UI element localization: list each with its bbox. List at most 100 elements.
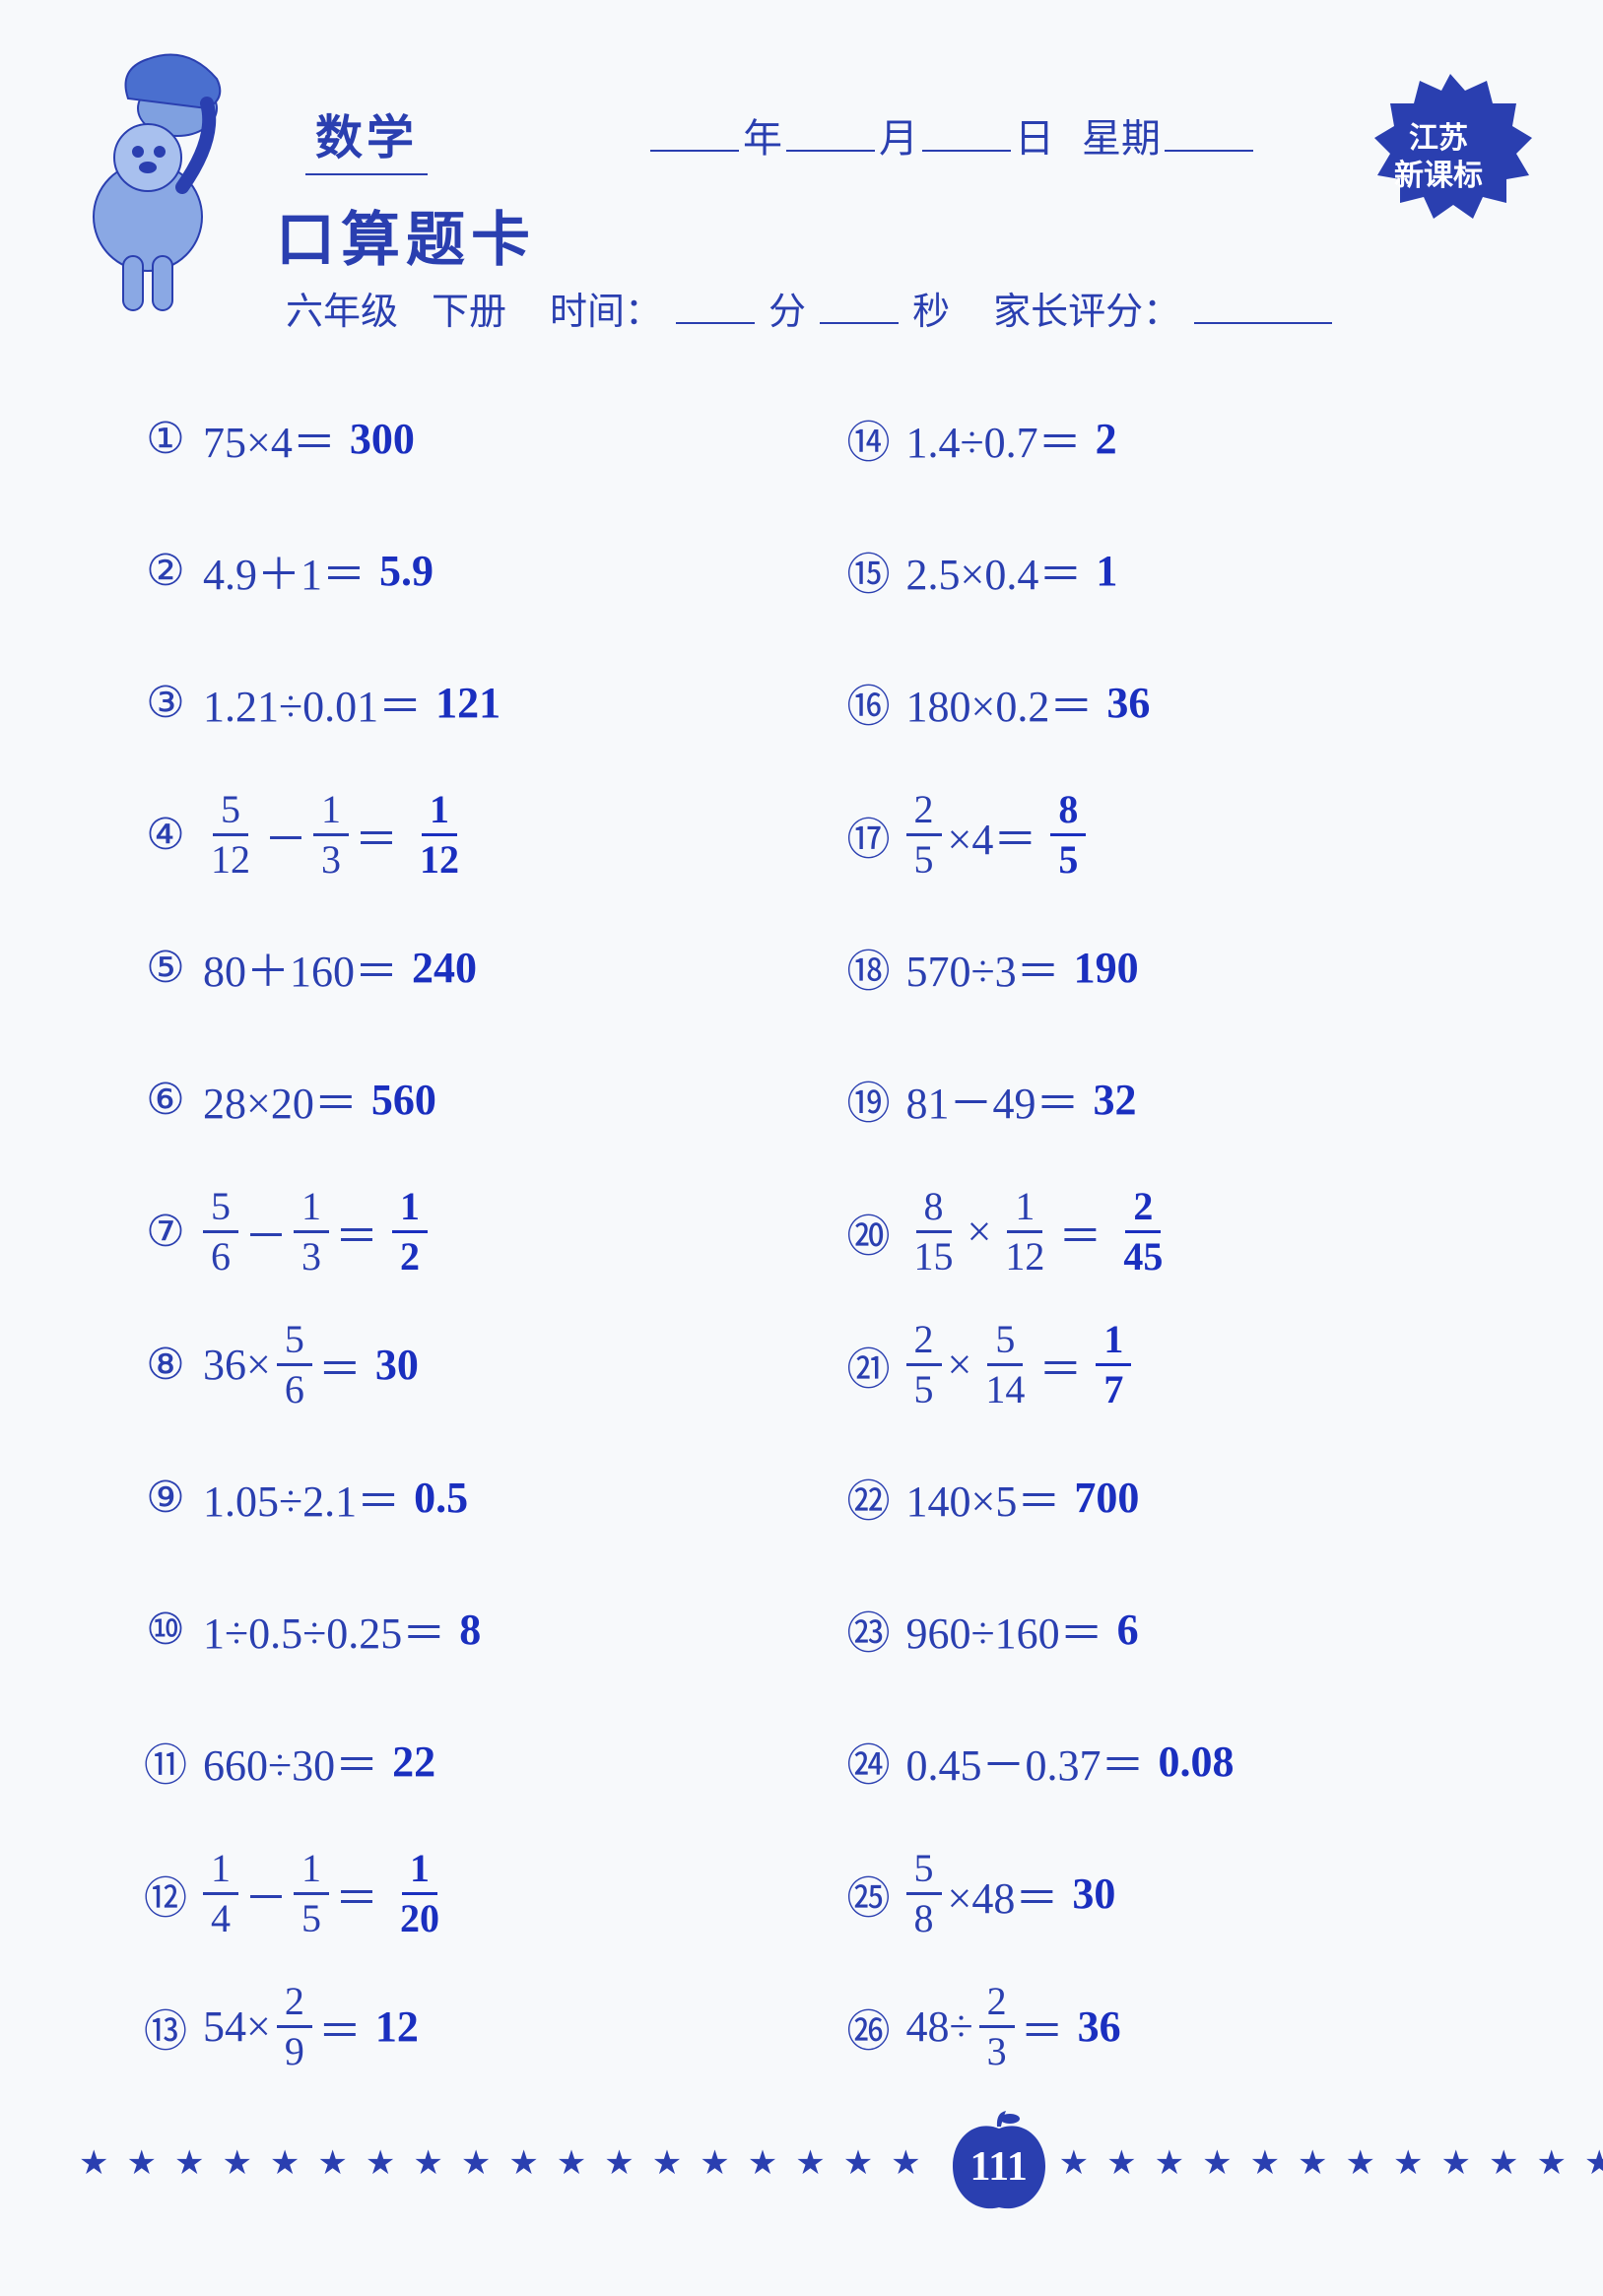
parent-score-blank[interactable] xyxy=(1194,287,1332,324)
problem-number: ㉖ xyxy=(841,1996,897,2059)
problem-expression: 1÷0.5÷0.25＝8 xyxy=(203,1598,481,1661)
problem-expression: 0.45－0.37＝0.08 xyxy=(906,1730,1235,1793)
problem-23: ㉓ 960÷160＝6 xyxy=(841,1585,1466,1673)
weekday-blank[interactable] xyxy=(1165,112,1253,152)
stars-left: ★★★★★★★★★★★★★★★★★★ xyxy=(79,2143,939,2183)
problem-3: ③ 1.21÷0.01＝121 xyxy=(138,658,763,747)
problem-number: ⑲ xyxy=(841,1068,897,1131)
problem-number: ⑱ xyxy=(841,936,897,999)
subject-label: 数学 xyxy=(305,98,428,175)
page-number: 111 xyxy=(969,2143,1027,2191)
grade-label: 六年级 xyxy=(286,281,398,335)
problem-number: ⑰ xyxy=(841,804,897,867)
problem-expression: 2.5×0.4＝1 xyxy=(906,539,1118,602)
problem-number: ⑯ xyxy=(841,671,897,734)
problem-number: ㉔ xyxy=(841,1730,897,1793)
badge-text: 江苏 新课标 xyxy=(1384,120,1493,195)
problem-9: ⑨ 1.05÷2.1＝0.5 xyxy=(138,1453,763,1542)
minutes-blank[interactable] xyxy=(676,287,755,324)
problem-expression: 58×48＝30 xyxy=(906,1849,1116,1938)
problem-8: ⑧ 36×56＝30 xyxy=(138,1320,763,1410)
problem-expression: 180×0.2＝36 xyxy=(906,671,1151,734)
problems-grid: ① 75×4＝300 ⑭ 1.4÷0.7＝2 ② 4.9＋1＝5.9 ⑮ 2.5… xyxy=(99,394,1504,2071)
problem-number: ⑪ xyxy=(138,1730,193,1793)
worksheet-subheader: 六年级 下册 时间： 分 秒 家长评分： xyxy=(286,281,1332,335)
problem-19: ⑲ 81－49＝32 xyxy=(841,1055,1466,1144)
volume-label: 下册 xyxy=(432,281,506,335)
problem-expression: 570÷3＝190 xyxy=(906,936,1139,999)
problem-24: ㉔ 0.45－0.37＝0.08 xyxy=(841,1717,1466,1805)
problem-14: ⑭ 1.4÷0.7＝2 xyxy=(841,394,1466,483)
problem-11: ⑪ 660÷30＝22 xyxy=(138,1717,763,1805)
date-line: 年 月 日 星期 xyxy=(650,106,1253,164)
problem-expression: 512－13＝112 xyxy=(203,790,467,880)
parent-score-label: 家长评分： xyxy=(993,281,1180,335)
problem-number: ④ xyxy=(138,810,193,860)
minute-unit: 分 xyxy=(768,281,806,335)
problem-expression: 14－15＝120 xyxy=(203,1849,447,1938)
problem-number: ㉑ xyxy=(841,1334,897,1397)
problem-expression: 56－13＝12 xyxy=(203,1187,428,1277)
problem-number: ⑮ xyxy=(841,539,897,602)
problem-number: ㉓ xyxy=(841,1598,897,1661)
year-blank[interactable] xyxy=(650,112,739,152)
problem-number: ⑫ xyxy=(138,1863,193,1926)
problem-22: ㉒ 140×5＝700 xyxy=(841,1453,1466,1542)
stars-right: ★★★★★★★★★★★★★★★★★★ xyxy=(1059,2143,1603,2183)
problem-expression: 75×4＝300 xyxy=(203,407,415,470)
month-blank[interactable] xyxy=(786,112,875,152)
problem-expression: 4.9＋1＝5.9 xyxy=(203,539,434,602)
problem-number: ⑭ xyxy=(841,407,897,470)
problem-expression: 28×20＝560 xyxy=(203,1068,436,1131)
weekday-label: 星期 xyxy=(1082,106,1161,164)
problem-expression: 1.21÷0.01＝121 xyxy=(203,671,501,734)
problem-number: ① xyxy=(138,414,193,464)
problem-number: ③ xyxy=(138,678,193,728)
problem-15: ⑮ 2.5×0.4＝1 xyxy=(841,526,1466,615)
problem-number: ⑨ xyxy=(138,1473,193,1523)
problem-expression: 80＋160＝240 xyxy=(203,936,477,999)
badge-line2: 新课标 xyxy=(1394,160,1483,192)
day-blank[interactable] xyxy=(922,112,1011,152)
problem-expression: 1.05÷2.1＝0.5 xyxy=(203,1466,468,1529)
problem-expression: 25×514＝17 xyxy=(906,1320,1132,1410)
problem-25: ㉕ 58×48＝30 xyxy=(841,1849,1466,1938)
problem-expression: 36×56＝30 xyxy=(203,1320,419,1410)
problem-expression: 25×4＝85 xyxy=(906,790,1087,880)
problem-2: ② 4.9＋1＝5.9 xyxy=(138,526,763,615)
problem-1: ① 75×4＝300 xyxy=(138,394,763,483)
problem-expression: 54×29＝12 xyxy=(203,1982,419,2071)
problem-expression: 48÷23＝36 xyxy=(906,1982,1121,2071)
month-unit: 月 xyxy=(879,106,918,164)
problem-number: ⑩ xyxy=(138,1605,193,1655)
problem-16: ⑯ 180×0.2＝36 xyxy=(841,658,1466,747)
worksheet-title: 口算题卡 xyxy=(276,192,536,278)
page-number-apple: 111 xyxy=(945,2109,1053,2217)
problem-10: ⑩ 1÷0.5÷0.25＝8 xyxy=(138,1585,763,1673)
problem-expression: 815×112＝245 xyxy=(906,1187,1171,1277)
problem-number: ⑦ xyxy=(138,1207,193,1257)
problem-expression: 960÷160＝6 xyxy=(906,1598,1139,1661)
year-unit: 年 xyxy=(743,106,782,164)
problem-number: ⑥ xyxy=(138,1075,193,1125)
problem-20: ⑳ 815×112＝245 xyxy=(841,1187,1466,1277)
problem-26: ㉖ 48÷23＝36 xyxy=(841,1982,1466,2071)
problem-number: ⑬ xyxy=(138,1996,193,2059)
problem-number: ⑧ xyxy=(138,1340,193,1390)
problem-13: ⑬ 54×29＝12 xyxy=(138,1982,763,2071)
mascot-bear-icon xyxy=(69,49,256,345)
problem-expression: 140×5＝700 xyxy=(906,1466,1140,1529)
problem-expression: 1.4÷0.7＝2 xyxy=(906,407,1117,470)
problem-expression: 81－49＝32 xyxy=(906,1068,1137,1131)
problem-7: ⑦ 56－13＝12 xyxy=(138,1187,763,1277)
problem-number: ㉒ xyxy=(841,1466,897,1529)
problem-number: ⑤ xyxy=(138,943,193,993)
problem-expression: 660÷30＝22 xyxy=(203,1730,435,1793)
problem-6: ⑥ 28×20＝560 xyxy=(138,1055,763,1144)
problem-number: ㉕ xyxy=(841,1863,897,1926)
seconds-blank[interactable] xyxy=(820,287,899,324)
badge-line1: 江苏 xyxy=(1409,122,1468,155)
time-label: 时间： xyxy=(550,281,662,335)
worksheet-header: 数学 年 月 日 星期 江苏 新课标 口算题卡 六年级 下册 时间： 分 秒 家… xyxy=(99,79,1504,335)
second-unit: 秒 xyxy=(912,281,950,335)
